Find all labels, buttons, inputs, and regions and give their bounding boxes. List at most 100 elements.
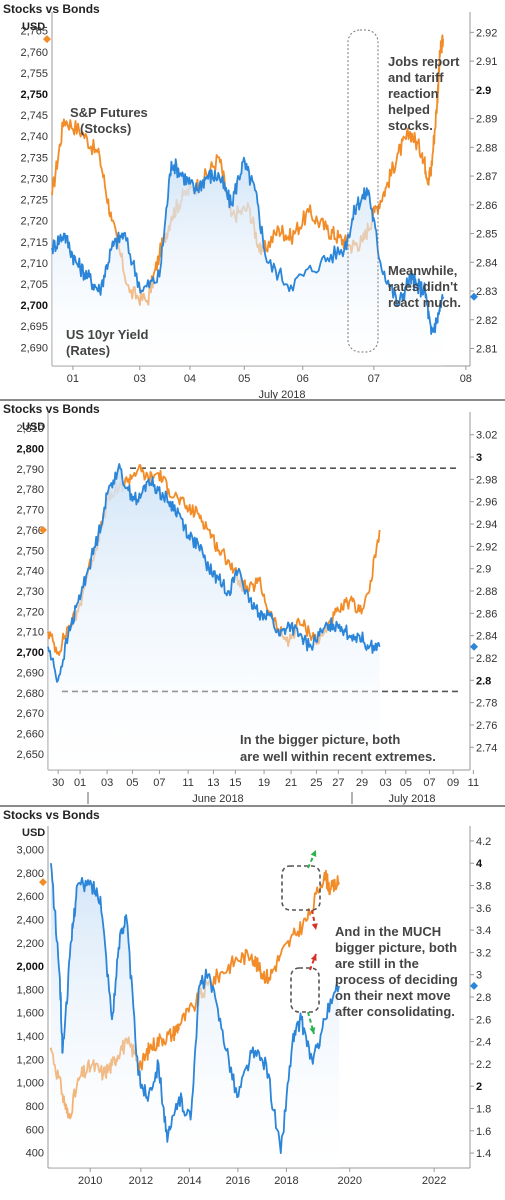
left-tick-label: 600 [26, 1124, 44, 1136]
down-arrow-yield [307, 1011, 315, 1035]
right-tick-label: 2.92 [476, 541, 497, 553]
x-tick-label: 29 [356, 777, 368, 789]
right-tick-label: 3 [476, 970, 482, 982]
stocks-last-marker [39, 878, 47, 887]
right-tick-label: 2.86 [476, 608, 497, 620]
x-sublabel: July 2018 [258, 389, 305, 400]
right-tick-label: 2.89 [476, 114, 497, 126]
annotation-much-bigger: And in the MUCH [335, 924, 441, 939]
annotation-bigger: In the bigger picture, both [240, 732, 400, 747]
left-tick-label: 1,200 [16, 1054, 44, 1066]
left-tick-label: 2,750 [20, 89, 48, 101]
left-tick-label: 2,760 [16, 525, 44, 537]
x-tick-label: 07 [423, 777, 435, 789]
annotation-stocks: (Stocks) [80, 121, 131, 136]
annotation-much-bigger: process of deciding [335, 972, 458, 987]
left-tick-label: 400 [26, 1148, 44, 1160]
right-tick-label: 2.9 [476, 85, 491, 97]
stocks-last-marker [39, 525, 47, 534]
x-tick-label: 04 [184, 373, 196, 385]
left-tick-label: 2,710 [16, 627, 44, 639]
x-tick-label: 19 [258, 777, 270, 789]
right-tick-label: 2.4 [476, 1037, 491, 1049]
right-tick-label: 2.86 [476, 200, 497, 212]
annotation-jobs: and tariff [388, 70, 444, 85]
right-tick-label: 2.2 [476, 1059, 491, 1071]
up-arrow-yield-head [310, 954, 317, 961]
x-tick-label: 09 [447, 777, 459, 789]
left-tick-label: 2,720 [16, 606, 44, 618]
highlight-box [347, 29, 379, 353]
yield-series-line [47, 463, 381, 683]
left-tick-label: 2,690 [20, 342, 48, 354]
annotation-bigger: are well within recent extremes. [240, 749, 436, 764]
right-tick-label: 2.98 [476, 474, 497, 486]
right-tick-label: 2.84 [476, 631, 497, 643]
x-tick-label: 08 [460, 373, 472, 385]
yield-area-fill [48, 464, 380, 770]
left-tick-label: 2,670 [16, 708, 44, 720]
chart-panel-intraday: Stocks vs Bonds USD 2,765 2,760 2,755 2,750 2,… [0, 0, 505, 400]
left-tick-label: 1,400 [16, 1031, 44, 1043]
right-tick-label: 2.87 [476, 171, 497, 183]
right-tick-label: 2.83 [476, 286, 497, 298]
x-tick-label: 07 [153, 777, 165, 789]
x-tick-label: 2022 [422, 1175, 446, 1187]
right-tick-label: 3.2 [476, 947, 491, 959]
x-tick-label: 05 [238, 373, 250, 385]
x-tick-label: 30 [52, 777, 64, 789]
x-tick-label: 03 [379, 777, 391, 789]
stocks-consolidation-box [281, 865, 321, 911]
yield-last-marker [470, 642, 478, 651]
left-axis-unit: USD [22, 21, 45, 33]
left-tick-label: 2,660 [16, 728, 44, 740]
x-tick-label: 2018 [274, 1175, 298, 1187]
left-tick-label: 2,765 [20, 26, 48, 38]
yield-consolidation-box [290, 967, 320, 1013]
left-axis-unit: USD [22, 827, 45, 839]
stocks-last-marker [43, 35, 51, 44]
annotation-jobs: helped [388, 102, 430, 117]
down-arrow-yield-head [309, 1027, 316, 1034]
annotation-jobs: Jobs report [388, 54, 460, 69]
left-tick-label: 2,700 [20, 300, 48, 312]
x-tick-label: 2010 [78, 1175, 102, 1187]
right-tick-label: 4 [476, 858, 483, 870]
x-tick-label: 05 [400, 777, 412, 789]
x-tick-label: 05 [126, 777, 138, 789]
right-tick-label: 2.88 [476, 142, 497, 154]
x-tick-label: 11 [468, 777, 479, 789]
left-tick-label: 2,755 [20, 68, 48, 80]
left-tick-label: 2,705 [20, 279, 48, 291]
yield-last-marker [470, 981, 478, 990]
x-tick-label: 03 [134, 373, 146, 385]
left-tick-label: 2,730 [20, 173, 48, 185]
left-tick-label: 2,780 [16, 484, 44, 496]
annotation-meanwhile: Meanwhile, [388, 263, 457, 278]
yield-area-fill [50, 863, 340, 1168]
right-tick-label: 2.6 [476, 1014, 491, 1026]
left-tick-label: 2,800 [16, 444, 44, 456]
yield-area-fill [52, 157, 444, 366]
right-tick-label: 3 [476, 452, 482, 464]
right-tick-label: 2.82 [476, 653, 497, 665]
left-tick-label: 2,740 [16, 566, 44, 578]
x-tick-label: 03 [101, 777, 113, 789]
chart-panel-multiyear: Stocks vs Bonds USD 3,000 2,800 2,600 2,400 2,… [0, 806, 505, 1200]
x-tick-label: 2016 [226, 1175, 250, 1187]
annotation-rates: US 10yr Yield [66, 327, 148, 342]
chart-panel-monthly: Stocks vs Bonds USD 2,810 2,800 2,790 2,780 2,… [0, 400, 505, 806]
right-tick-label: 1.4 [476, 1148, 491, 1160]
x-tick-label: 07 [368, 373, 380, 385]
left-tick-label: 3,000 [16, 844, 44, 856]
left-tick-label: 2,760 [20, 47, 48, 59]
left-tick-label: 2,740 [20, 131, 48, 143]
panel-divider [0, 805, 505, 807]
chart-title: Stocks vs Bonds [3, 402, 100, 416]
annotation-meanwhile: rates didn't [388, 279, 458, 294]
x-tick-label: 01 [74, 777, 86, 789]
left-tick-label: 2,800 [16, 868, 44, 880]
left-tick-label: 2,720 [20, 216, 48, 228]
